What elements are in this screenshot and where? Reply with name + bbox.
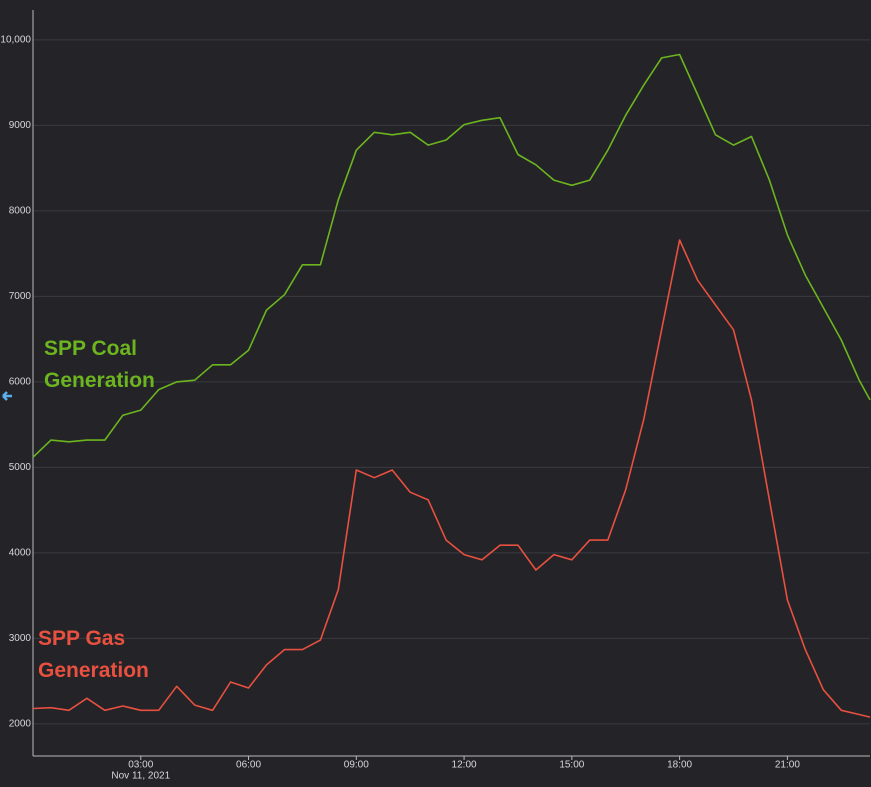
x-tick-label: 12:00 [452,760,477,771]
y-tick-label: 3000 [9,633,32,644]
x-tick-label: 09:00 [344,760,369,771]
y-tick-label: 7000 [9,291,32,302]
x-tick-label: 06:00 [236,760,261,771]
x-tick-label: 15:00 [559,760,584,771]
y-tick-label: 4000 [9,548,32,559]
y-tick-label: 2000 [9,719,32,730]
collapse-arrow[interactable] [2,391,12,401]
x-tick-label: 18:00 [667,760,692,771]
series-line [32,239,871,718]
y-tick-label: 8000 [9,206,32,217]
date-label: Nov 11, 2021 [111,771,170,782]
y-tick-label: 6000 [9,377,32,388]
y-tick-label: 10,000 [0,35,31,46]
y-tick-label: 9000 [9,120,32,131]
series-label: SPP Coal Generation [44,337,155,392]
x-tick-label: 03:00 [128,760,153,771]
series-line [32,53,871,458]
y-tick-label: 5000 [9,462,32,473]
series-label: SPP Gas Generation [38,627,149,682]
x-tick-label: 21:00 [775,760,800,771]
